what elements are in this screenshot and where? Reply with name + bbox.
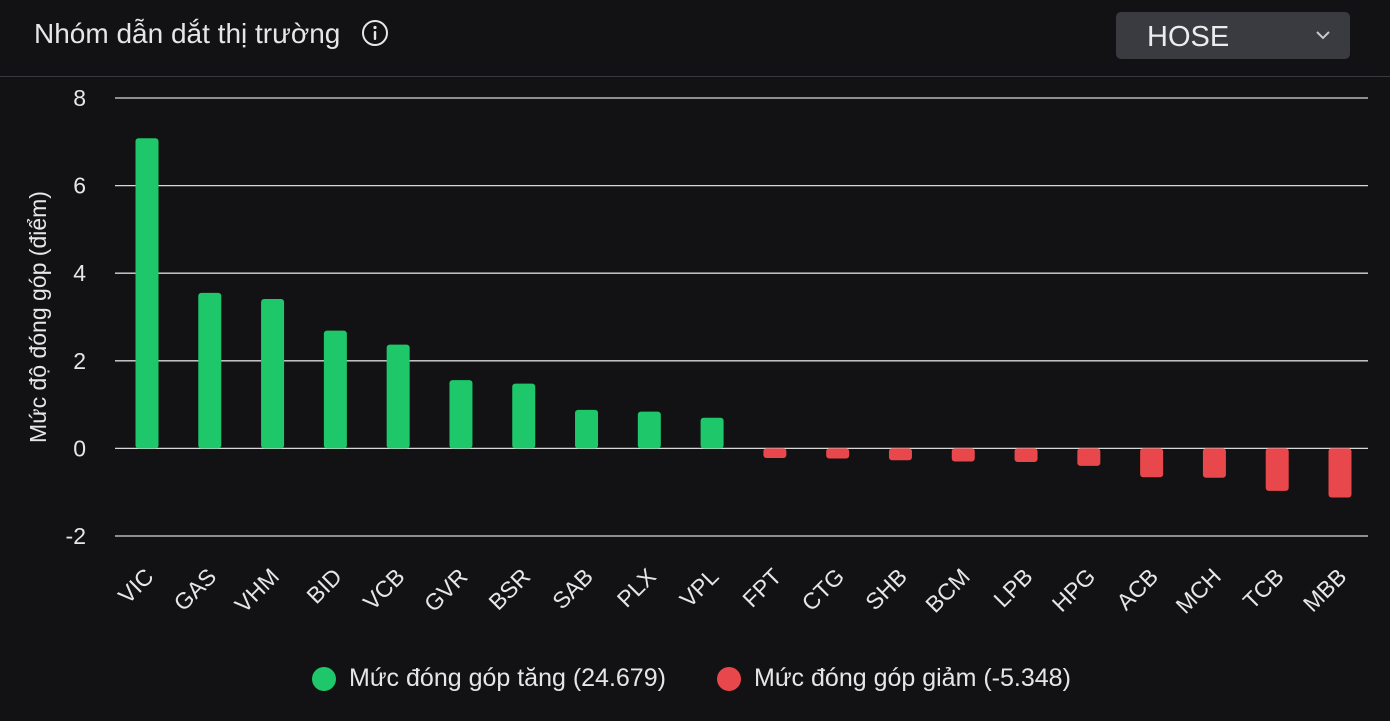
x-tick-label: CTG — [796, 563, 849, 616]
x-tick-label: MBB — [1298, 563, 1352, 617]
bar-mbb — [1328, 448, 1352, 498]
bar-gvr — [449, 380, 473, 449]
x-tick-label: VHM — [230, 563, 285, 618]
y-tick-label: 2 — [73, 348, 86, 374]
legend-negative-marker — [717, 666, 741, 691]
x-tick-label: BCM — [920, 563, 975, 618]
y-tick-label: 6 — [73, 173, 86, 199]
x-tick-label: BSR — [483, 563, 535, 615]
x-tick-label: MCH — [1171, 563, 1226, 618]
bar-bsr — [512, 383, 536, 449]
x-tick-label: SHB — [860, 563, 912, 615]
widget-title: Nhóm dẫn dắt thị trường — [34, 18, 341, 49]
chart-header: Nhóm dẫn dắt thị trường HOSE — [0, 0, 1390, 77]
exchange-select[interactable]: HOSE — [1116, 12, 1350, 59]
x-tick-label: VIC — [113, 563, 158, 608]
legend-item-positive[interactable]: Mức đóng góp tăng (24.679) — [312, 664, 666, 693]
y-tick-label: -2 — [66, 523, 86, 549]
bar-vpl — [700, 417, 724, 449]
bar-ctg — [826, 448, 850, 459]
bar-tcb — [1265, 448, 1289, 491]
bar-plx — [637, 411, 661, 449]
x-tick-label: VPL — [675, 563, 724, 612]
bar-vcb — [386, 344, 410, 449]
bar-bcm — [951, 448, 975, 462]
x-tick-label: GAS — [169, 563, 222, 616]
bar-lpb — [1014, 448, 1038, 462]
bar-vic — [135, 138, 159, 449]
bar-bid — [323, 330, 347, 449]
x-tick-label: SAB — [547, 563, 598, 614]
bar-acb — [1140, 448, 1164, 478]
chevron-down-icon — [1316, 31, 1330, 40]
y-tick-label: 0 — [73, 435, 86, 461]
bar-vhm — [261, 299, 285, 449]
x-tick-label: GVR — [419, 563, 473, 617]
bar-gas — [198, 292, 222, 449]
legend-negative-label: Mức đóng góp giảm (-5.348) — [754, 664, 1071, 692]
y-tick-label: 4 — [73, 260, 86, 286]
x-tick-label: PLX — [612, 563, 661, 612]
y-tick-label: 8 — [73, 85, 86, 111]
chart-legend: Mức đóng góp tăng (24.679) Mức đóng góp … — [0, 664, 1390, 704]
legend-item-negative[interactable]: Mức đóng góp giảm (-5.348) — [717, 664, 1071, 693]
bar-fpt — [763, 448, 787, 459]
x-tick-label: BID — [301, 563, 346, 608]
bar-mch — [1202, 448, 1226, 478]
info-circle-icon[interactable] — [361, 19, 389, 47]
legend-positive-label: Mức đóng góp tăng (24.679) — [349, 664, 666, 692]
y-axis-label: Mức độ đóng góp (điểm) — [25, 191, 51, 443]
bar-sab — [575, 409, 599, 449]
legend-positive-marker — [312, 666, 336, 691]
x-tick-label: FPT — [737, 563, 786, 612]
bar-chart: 8 6 4 2 0 -2 Mức độ đóng góp (điểm) VIC GAS VHM BI… — [25, 85, 1368, 619]
x-tick-label: LPB — [988, 563, 1037, 612]
x-tick-label: ACB — [1111, 563, 1163, 615]
x-tick-label: TCB — [1238, 563, 1289, 614]
bar-shb — [888, 448, 912, 461]
bar-hpg — [1077, 448, 1101, 466]
x-tick-label: VCB — [358, 563, 410, 615]
exchange-select-value: HOSE — [1147, 21, 1230, 53]
x-tick-label: HPG — [1047, 563, 1101, 617]
